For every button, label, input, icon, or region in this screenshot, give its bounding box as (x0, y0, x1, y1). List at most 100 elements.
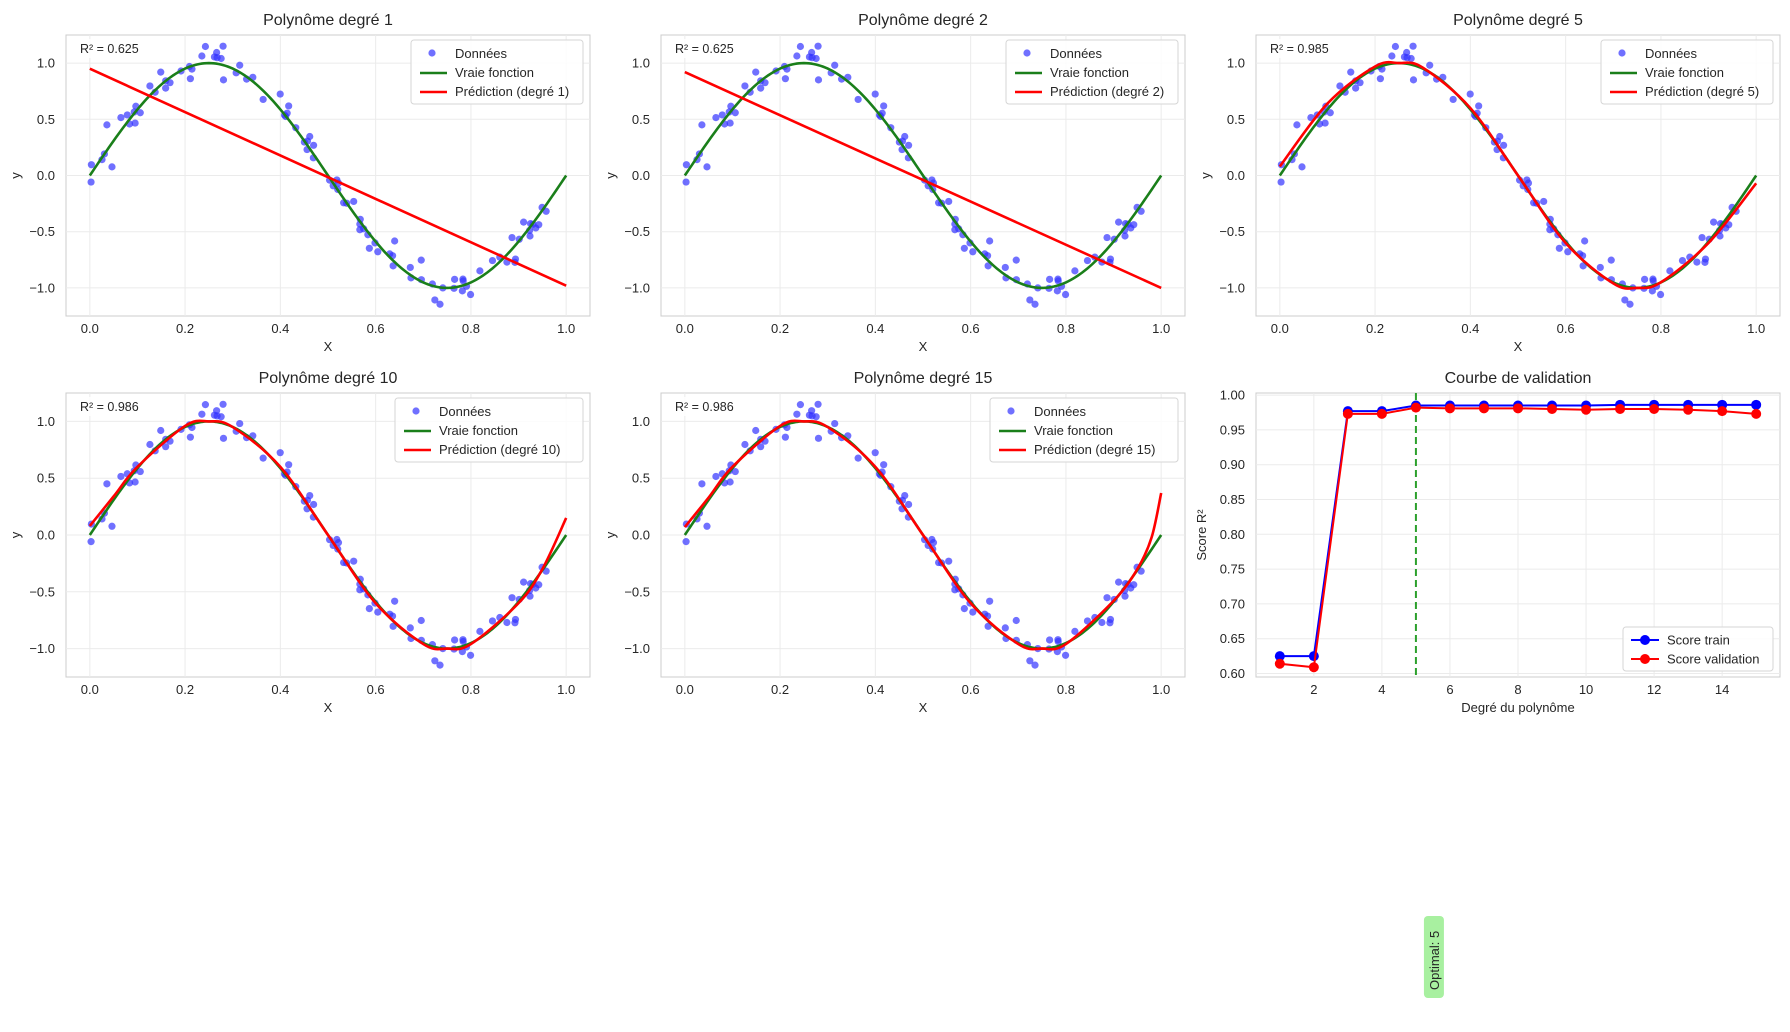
data-point (741, 82, 749, 90)
data-point (929, 539, 938, 547)
x-tick-label: 0.2 (176, 321, 194, 336)
data-point (1336, 82, 1344, 90)
data-point (1130, 581, 1138, 589)
data-point (451, 275, 459, 283)
data-point (945, 197, 953, 206)
data-point (781, 433, 789, 441)
data-point (752, 68, 760, 76)
data-point (1698, 233, 1706, 242)
data-point (431, 657, 439, 665)
prediction-line (683, 419, 1163, 651)
true-function-line (683, 61, 1163, 290)
data-point (969, 608, 977, 616)
y-tick-label: 0.5 (37, 471, 55, 486)
subplot-5: 0.0 0.2 0.4 0.6 0.8 1.0 −1.0 −0.5 0.0 0.5 1.0 Polyn… (603, 370, 1186, 715)
data-point (458, 287, 466, 295)
data-point (488, 617, 497, 625)
data-point (157, 426, 165, 435)
r2-box (668, 39, 744, 58)
data-point (1103, 594, 1111, 602)
subplot-title: Courbe de validation (1445, 370, 1592, 387)
x-axis-label: X (1514, 339, 1523, 354)
series-point-validation (1444, 403, 1455, 414)
y-axis-label: y (8, 531, 23, 538)
y-tick-label: 0.5 (632, 471, 650, 486)
data-point (1555, 244, 1563, 252)
data-point (1001, 624, 1009, 632)
data-point (1648, 287, 1656, 295)
data-point (306, 491, 314, 500)
series-point-validation (1547, 404, 1558, 415)
data-point (1046, 636, 1054, 644)
x-tick-label: 2 (1310, 682, 1317, 697)
x-tick-label: 1.0 (1152, 682, 1170, 697)
data-point (131, 119, 139, 127)
x-tick-label: 6 (1446, 682, 1453, 697)
subplot-6: 2 4 6 8 10 12 14 0.60 0.65 0.70 0.75 0.80 0.85 0.90 0.… (1194, 370, 1781, 998)
legend-label: Score validation (1667, 652, 1760, 667)
x-tick-label: 0.6 (367, 682, 385, 697)
r2-box (73, 397, 149, 416)
y-tick-label: −0.5 (29, 584, 55, 599)
data-point (103, 480, 111, 488)
data-point (854, 95, 862, 104)
data-point (1061, 290, 1070, 299)
data-point (854, 454, 862, 462)
data-point (459, 637, 467, 646)
data-point (871, 449, 879, 457)
data-point (108, 522, 116, 530)
data-point (451, 636, 459, 644)
legend-label-true: Vraie fonction (455, 65, 534, 80)
y-tick-label: −0.5 (624, 584, 650, 599)
y-tick-label: −1.0 (1219, 280, 1245, 295)
data-point (682, 538, 690, 546)
y-tick-label: −1.0 (29, 280, 55, 295)
plot-content (1277, 42, 1758, 308)
data-point (712, 114, 720, 122)
data-point (1352, 84, 1360, 92)
plot-content (87, 400, 568, 669)
y-tick-label: 0.0 (37, 168, 55, 183)
data-point (1540, 197, 1548, 206)
data-point (831, 61, 839, 69)
data-point (1607, 256, 1615, 264)
data-point (219, 76, 228, 84)
data-point (1061, 651, 1070, 659)
data-point (793, 52, 801, 60)
x-axis-label: Degré du polynôme (1461, 700, 1574, 715)
data-point (1409, 42, 1417, 50)
x-tick-label: 0.6 (962, 682, 980, 697)
y-tick-label: 0.60 (1220, 666, 1245, 681)
data-point (1115, 578, 1123, 586)
data-point (162, 443, 170, 451)
data-point (136, 467, 144, 476)
data-point (781, 75, 789, 83)
data-point (1326, 109, 1334, 117)
r2-label: R² = 0.625 (675, 42, 734, 56)
subplot-title: Polynôme degré 5 (1453, 12, 1583, 29)
data-point (1500, 141, 1508, 149)
data-point (960, 604, 968, 613)
y-tick-label: 0.65 (1220, 631, 1245, 646)
x-axis-label: X (919, 339, 928, 354)
data-point (157, 68, 165, 76)
data-point (1012, 616, 1020, 625)
legend-label-true: Vraie fonction (1034, 423, 1113, 438)
data-point (198, 52, 206, 60)
x-tick-label: 0.4 (866, 682, 884, 697)
data-point (831, 419, 839, 428)
data-point (526, 232, 534, 240)
data-point (1071, 627, 1079, 635)
data-point (731, 109, 739, 117)
data-point (1678, 256, 1687, 265)
x-axis-label: X (324, 339, 333, 354)
y-tick-label: 0.95 (1220, 422, 1245, 437)
data-point (1121, 592, 1129, 600)
y-tick-label: 0.5 (1227, 112, 1245, 127)
y-tick-label: −0.5 (1219, 224, 1245, 239)
data-point (703, 522, 711, 530)
legend-box (1600, 39, 1774, 105)
data-point (166, 79, 174, 87)
y-tick-label: 1.0 (1227, 56, 1245, 71)
data-point (761, 79, 769, 87)
